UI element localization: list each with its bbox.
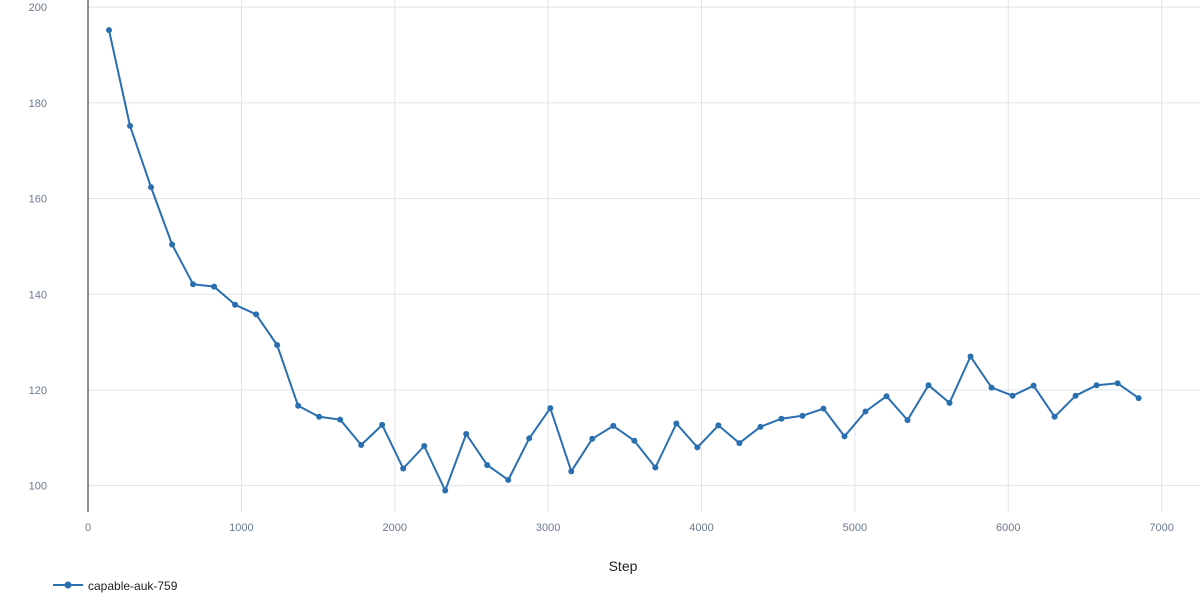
x-tick-label: 7000 xyxy=(1149,522,1173,534)
data-point xyxy=(484,462,491,469)
data-point xyxy=(232,301,239,308)
data-point xyxy=(379,421,386,428)
data-point xyxy=(1093,382,1100,389)
y-tick-label: 180 xyxy=(29,98,47,110)
data-point xyxy=(1051,413,1058,420)
data-point xyxy=(568,468,575,475)
y-tick-label: 200 xyxy=(29,2,47,14)
data-point xyxy=(316,413,323,420)
x-tick-label: 6000 xyxy=(996,522,1020,534)
data-point xyxy=(1030,382,1037,389)
data-point xyxy=(883,393,890,400)
x-tick-label: 1000 xyxy=(229,522,253,534)
data-point xyxy=(106,27,113,34)
data-point xyxy=(925,382,932,389)
data-point xyxy=(673,420,680,427)
data-point xyxy=(400,465,407,472)
data-point xyxy=(736,440,743,447)
data-point xyxy=(778,415,785,422)
data-point xyxy=(421,442,428,449)
legend-label: capable-auk-759 xyxy=(88,579,178,593)
data-point xyxy=(505,476,512,483)
data-point xyxy=(967,353,974,360)
data-point xyxy=(358,442,365,449)
data-point xyxy=(841,433,848,440)
data-point xyxy=(715,422,722,429)
data-point xyxy=(463,431,470,438)
data-point xyxy=(274,342,281,349)
data-point xyxy=(820,405,827,412)
data-point xyxy=(127,122,134,129)
y-tick-label: 160 xyxy=(29,194,47,206)
data-point xyxy=(1114,380,1121,387)
data-point xyxy=(442,487,449,494)
data-point xyxy=(862,408,869,415)
data-point xyxy=(610,422,617,429)
x-axis-title: Step xyxy=(609,558,638,574)
y-tick-label: 120 xyxy=(29,385,47,397)
data-point xyxy=(211,283,218,290)
data-point xyxy=(757,423,764,430)
data-point xyxy=(526,435,533,442)
y-axis-ticks: 100 120 140 160 180 200 xyxy=(29,2,47,493)
data-point xyxy=(337,416,344,423)
y-tick-label: 140 xyxy=(29,289,47,301)
data-point xyxy=(694,444,701,451)
x-tick-label: 4000 xyxy=(689,522,713,534)
x-gridlines xyxy=(240,0,1163,512)
data-point xyxy=(148,184,155,191)
data-point xyxy=(190,281,197,288)
data-point xyxy=(547,405,554,412)
data-point xyxy=(295,402,302,409)
data-point xyxy=(1009,392,1016,399)
data-point xyxy=(904,417,911,424)
x-axis-ticks: 0 1000 2000 3000 4000 5000 6000 7000 xyxy=(85,522,1174,534)
x-tick-label: 3000 xyxy=(536,522,560,534)
x-tick-label: 5000 xyxy=(843,522,867,534)
data-point xyxy=(253,311,260,318)
y-gridlines xyxy=(88,6,1200,487)
data-point xyxy=(589,435,596,442)
data-point xyxy=(169,241,176,248)
data-point xyxy=(946,399,953,406)
legend-swatch-marker xyxy=(64,581,72,589)
series-layer xyxy=(106,27,1142,494)
data-point xyxy=(799,412,806,419)
series-line xyxy=(108,29,1140,492)
data-point xyxy=(1135,395,1142,402)
legend[interactable]: capable-auk-759 xyxy=(53,579,178,593)
data-point xyxy=(1072,392,1079,399)
y-tick-label: 100 xyxy=(29,481,47,493)
x-tick-label: 2000 xyxy=(383,522,407,534)
data-point xyxy=(988,384,995,391)
data-point xyxy=(652,464,659,471)
x-tick-label: 0 xyxy=(85,522,91,534)
data-point xyxy=(631,437,638,444)
